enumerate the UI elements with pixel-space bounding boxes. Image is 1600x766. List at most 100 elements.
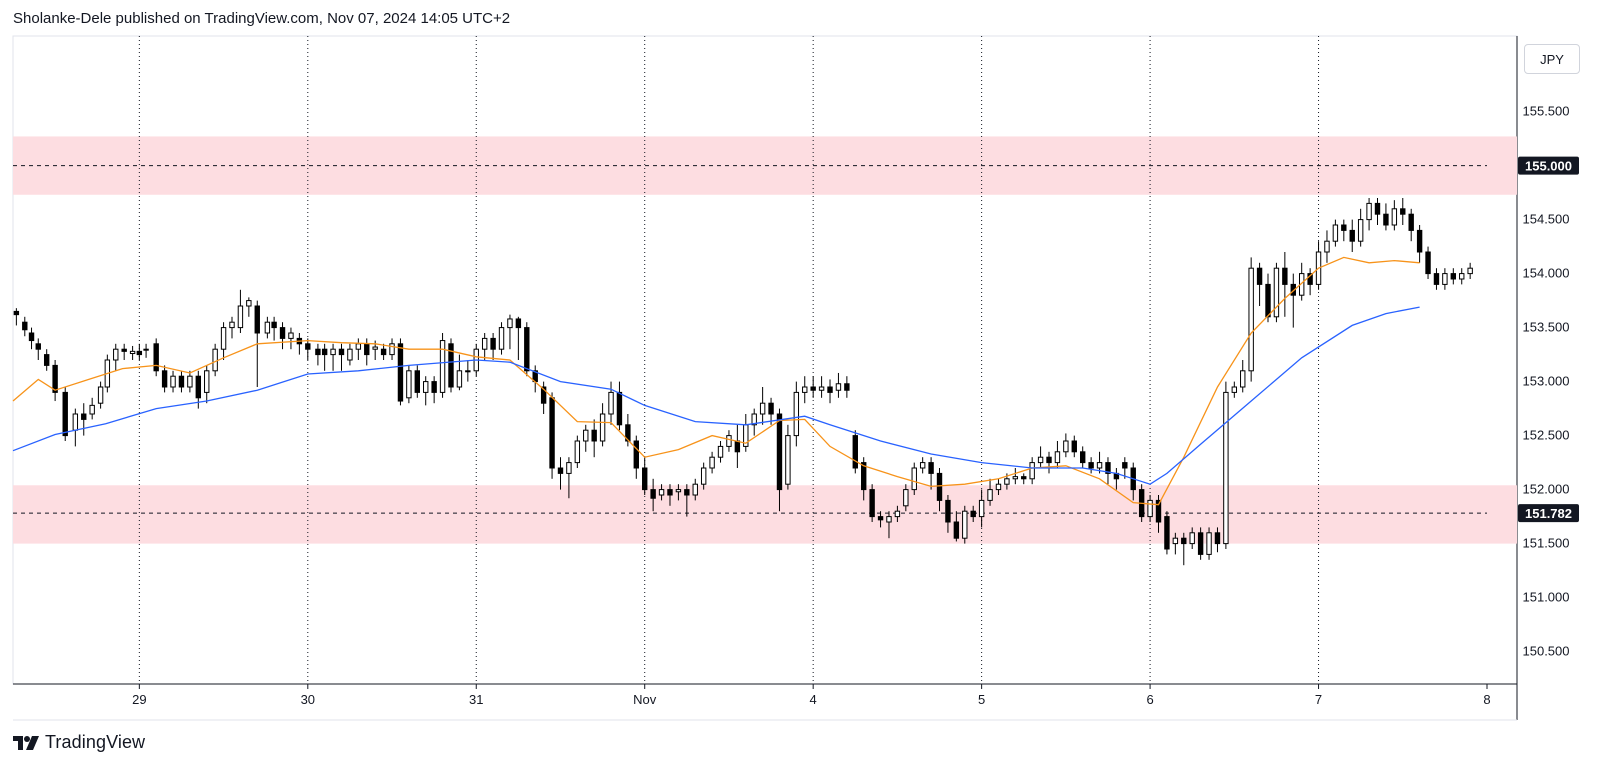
plot-area[interactable] [12,35,1518,685]
candle [507,314,513,350]
candle-body [465,370,471,373]
candlesticks [13,198,1473,566]
candle [1248,257,1254,382]
candle [692,478,698,501]
candle-body [861,462,867,491]
time-tick-label: 31 [469,692,483,707]
candle-body [1021,476,1027,480]
candle-body [1298,273,1305,296]
candle-body [1273,267,1280,318]
candle-body [1425,251,1431,275]
candle-body [129,350,136,355]
price-tick-label: 154.000 [1523,266,1570,281]
price-level-badge-text: 155.000 [1525,159,1572,174]
candle [877,511,884,528]
candle [1425,246,1431,279]
candle [818,376,825,398]
price-tick-label: 151.000 [1523,590,1570,605]
candle-body [81,413,87,420]
candle [279,322,286,350]
candle-body [89,404,95,415]
candle-body [204,370,210,393]
price-level-labels: 155.000 151.782 [1518,156,1579,523]
moving-averages [12,256,1420,506]
candle [439,333,446,398]
candle-body [13,310,20,316]
price-tick-label: 154.500 [1523,212,1570,227]
candle [1189,527,1195,549]
candle [288,327,294,350]
candle [1021,473,1027,485]
candle-body [717,445,724,458]
candle-body [675,489,682,493]
candle [246,297,252,317]
currency-button[interactable]: JPY [1524,44,1580,74]
candle-body [1400,208,1406,215]
time-tick-label: 5 [978,692,985,707]
candle-body [945,499,951,523]
candle-body [507,318,513,329]
candle [1265,273,1271,323]
candle-body [338,348,345,356]
candle [1450,268,1457,285]
candle [1400,198,1406,225]
candle-body [709,456,715,469]
candle-body [995,483,1002,491]
candle [1416,225,1423,263]
candle [1383,203,1389,231]
candle [802,376,808,404]
candle-body [347,348,353,361]
candle [481,333,488,360]
brand-logo[interactable]: TradingView [13,732,145,753]
candle-body [869,489,875,518]
candle [515,316,522,360]
candle-body [72,413,79,431]
candle-body [1383,213,1389,226]
candle-body [143,348,149,351]
candle [1391,200,1398,231]
candle-body [877,516,884,521]
candle [1341,219,1347,242]
candle [1223,381,1229,549]
candle [465,360,471,382]
candle-body [229,321,235,329]
candle [414,365,420,398]
candle [549,392,555,479]
candle-body [886,516,892,523]
candle-body [212,348,218,372]
price-tick-label: 153.500 [1523,320,1570,335]
candle-body [153,343,159,372]
candle-body [161,370,168,388]
candle-body [264,321,271,334]
candle-body [431,381,437,393]
candle-body [726,435,732,447]
candle-body [246,300,252,307]
candle-body [279,327,286,339]
candle-body [566,462,572,474]
candle-body [953,521,960,539]
candle-body [1105,462,1111,474]
candle-body [776,413,783,491]
candle-body [1071,440,1077,453]
candle-body [1172,537,1179,545]
candle-body [414,370,420,393]
time-tick-label: 29 [132,692,146,707]
candle-body [1265,283,1271,318]
price-tick-label: 150.500 [1523,644,1570,659]
price-tick-label: 155.500 [1523,104,1570,119]
candle-body [1408,213,1414,231]
candle-body [734,440,741,453]
candle [220,322,227,360]
candle [204,365,210,404]
candle-body [684,489,690,496]
candle-body [1189,532,1195,545]
candle-body [321,348,328,356]
candle-body [22,321,28,331]
price-axis[interactable] [1517,36,1599,684]
tradingview-logo-icon [13,735,39,750]
candle-body [1349,229,1355,242]
candle [1357,208,1364,247]
candle [35,338,41,360]
candle [406,365,412,404]
